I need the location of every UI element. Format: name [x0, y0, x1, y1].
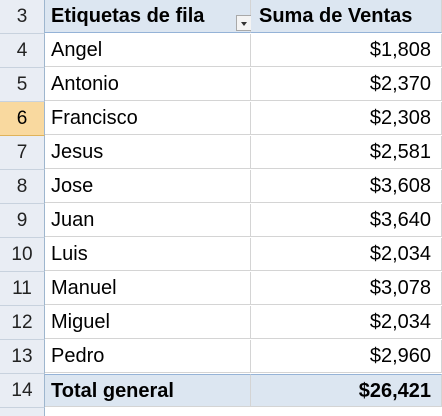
row-header[interactable]: 12 — [0, 306, 45, 340]
row-label-cell[interactable]: Angel — [45, 34, 251, 67]
row-header[interactable]: 3 — [0, 0, 45, 34]
sales-value-cell[interactable]: $3,640 — [251, 204, 442, 237]
table-row: 8 Jose $3,608 — [0, 170, 442, 204]
row-label-cell[interactable]: Miguel — [45, 306, 251, 339]
row-header[interactable]: 11 — [0, 272, 45, 306]
row-header[interactable]: 5 — [0, 68, 45, 102]
sales-value-cell[interactable]: $2,960 — [251, 340, 442, 373]
sales-value-cell[interactable]: $2,370 — [251, 68, 442, 101]
row-header-active[interactable]: 6 — [0, 102, 45, 136]
row-label-cell[interactable]: Francisco — [45, 102, 251, 135]
grand-total-value-cell[interactable]: $26,421 — [251, 374, 442, 407]
row-header[interactable]: 10 — [0, 238, 45, 272]
table-row: 6 Francisco $2,308 — [0, 102, 442, 136]
sales-value-cell[interactable]: $2,581 — [251, 136, 442, 169]
row-header[interactable]: 9 — [0, 204, 45, 238]
table-row: 5 Antonio $2,370 — [0, 68, 442, 102]
table-row: 10 Luis $2,034 — [0, 238, 442, 272]
table-row: 9 Juan $3,640 — [0, 204, 442, 238]
table-row: 4 Angel $1,808 — [0, 34, 442, 68]
row-labels-header-cell[interactable]: Etiquetas de fila — [45, 0, 251, 33]
row-label-cell[interactable]: Pedro — [45, 340, 251, 373]
table-row: 7 Jesus $2,581 — [0, 136, 442, 170]
table-row: 11 Manuel $3,078 — [0, 272, 442, 306]
sales-value-cell[interactable]: $2,034 — [251, 306, 442, 339]
row-label-cell[interactable]: Jesus — [45, 136, 251, 169]
row-header[interactable]: 4 — [0, 34, 45, 68]
row-header[interactable]: 13 — [0, 340, 45, 374]
table-row: 12 Miguel $2,034 — [0, 306, 442, 340]
pivot-total-row: 14 Total general $26,421 — [0, 374, 442, 408]
grand-total-label-cell[interactable]: Total general — [45, 374, 251, 407]
row-label-cell[interactable]: Juan — [45, 204, 251, 237]
sales-value-cell[interactable]: $2,308 — [251, 102, 442, 135]
filter-dropdown-icon[interactable] — [236, 15, 252, 31]
row-header[interactable]: 7 — [0, 136, 45, 170]
sales-value-cell[interactable]: $2,034 — [251, 238, 442, 271]
row-label-cell[interactable]: Jose — [45, 170, 251, 203]
sales-value-cell[interactable]: $3,078 — [251, 272, 442, 305]
sum-of-sales-header-cell[interactable]: Suma de Ventas — [251, 0, 442, 33]
sales-value-cell[interactable]: $1,808 — [251, 34, 442, 67]
row-header[interactable] — [0, 408, 45, 416]
next-row-strip — [0, 408, 442, 416]
row-header[interactable]: 8 — [0, 170, 45, 204]
pivot-header-row: 3 Etiquetas de fila Suma de Ventas — [0, 0, 442, 34]
row-label-cell[interactable]: Luis — [45, 238, 251, 271]
row-label-cell[interactable]: Manuel — [45, 272, 251, 305]
row-header[interactable]: 14 — [0, 374, 45, 408]
table-row: 13 Pedro $2,960 — [0, 340, 442, 374]
sales-value-cell[interactable]: $3,608 — [251, 170, 442, 203]
row-label-cell[interactable]: Antonio — [45, 68, 251, 101]
